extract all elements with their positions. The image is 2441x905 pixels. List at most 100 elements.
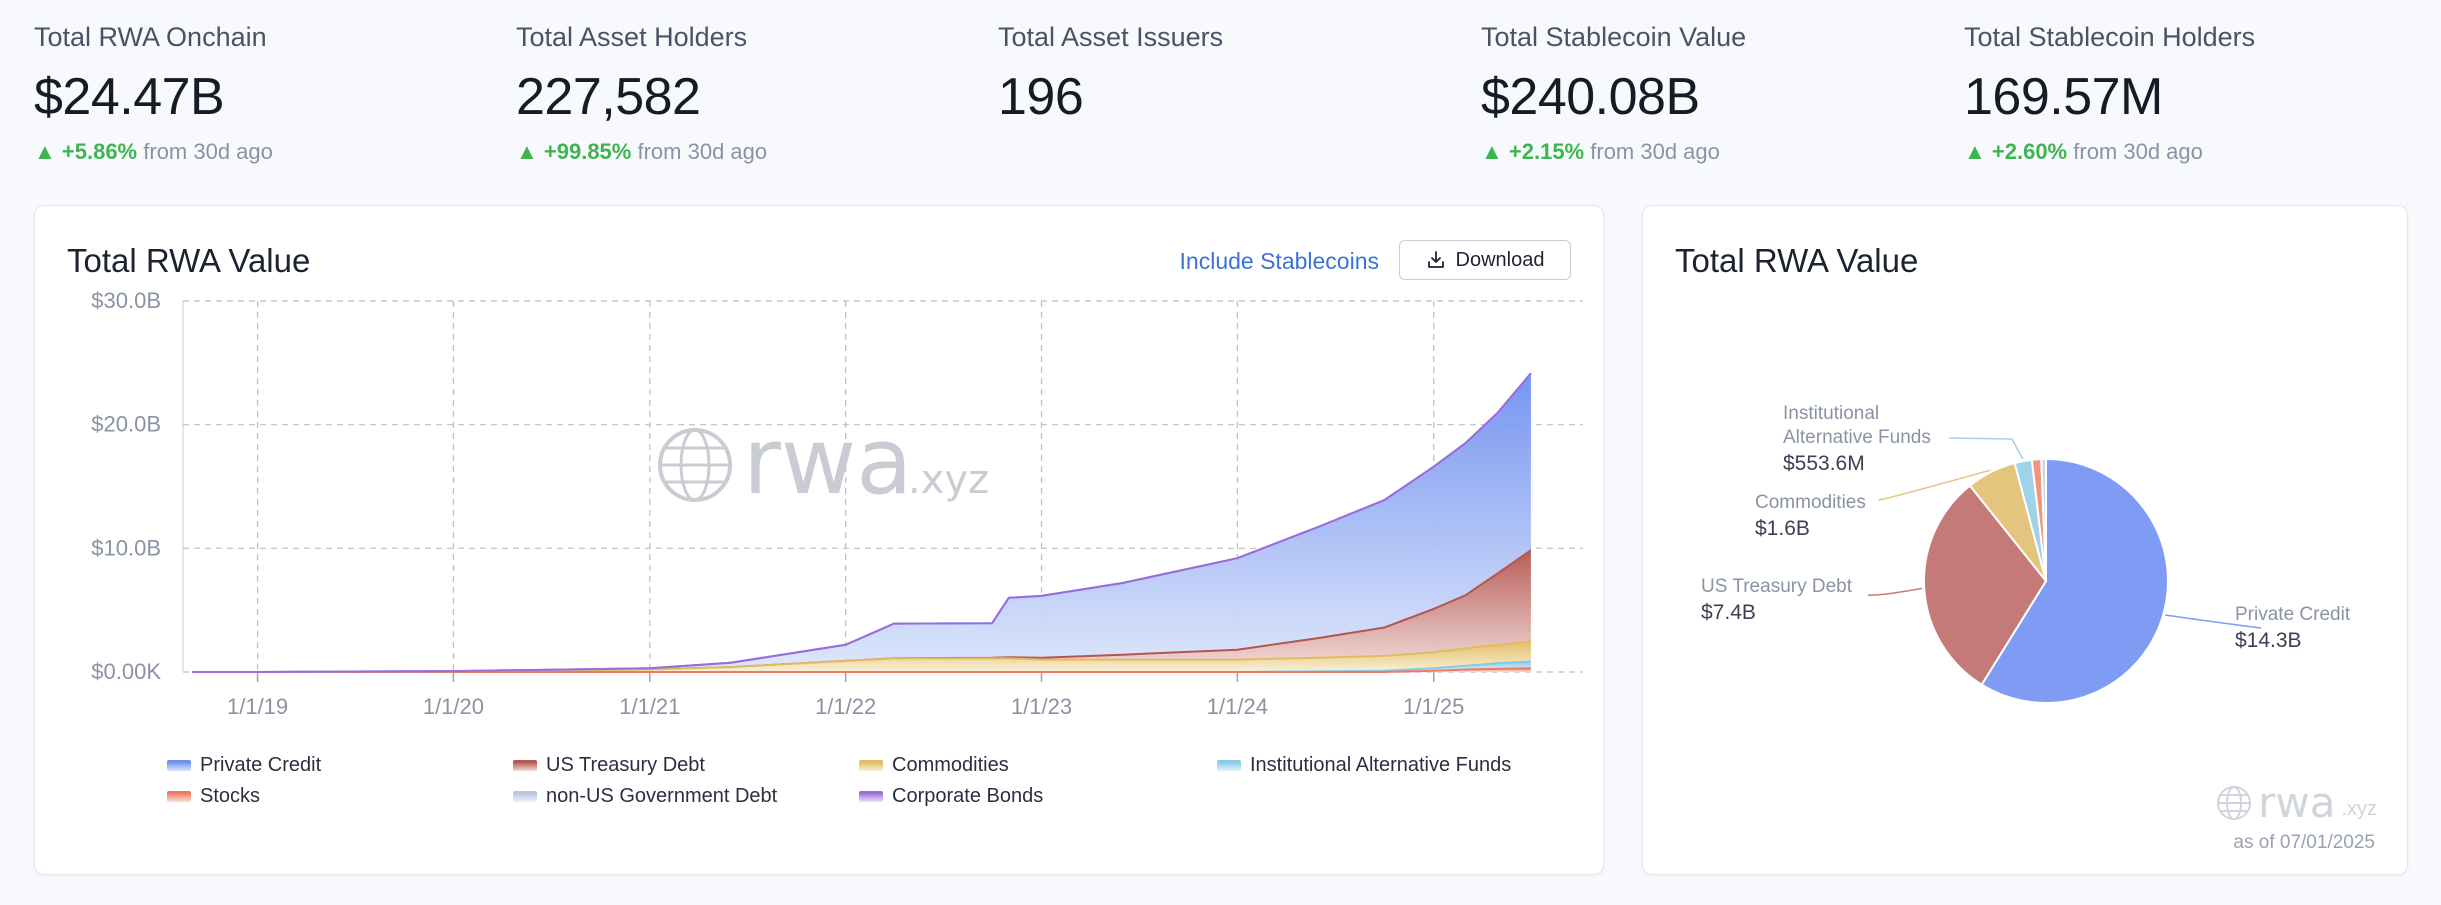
legend-swatch [513, 760, 537, 771]
series-area-private_credit [192, 373, 1531, 672]
stat-change-positive: ▲ +2.60% [1964, 139, 2068, 164]
rwa-watermark: rwa.xyz [658, 408, 989, 515]
watermark-sub: .xyz [2341, 798, 2377, 820]
stat-change-positive: ▲ +5.86% [34, 139, 138, 164]
globe-icon [2217, 785, 2252, 820]
card-title: Total RWA Value [1675, 242, 1919, 279]
watermark-main: rwa [743, 408, 912, 515]
legend-swatch [167, 760, 191, 771]
legend-label: Corporate Bonds [892, 785, 1044, 807]
stat-total-asset-holders: Total Asset Holders 227,582 ▲ +99.85% fr… [516, 22, 976, 165]
stat-change-positive: ▲ +2.15% [1481, 139, 1585, 164]
stat-value: $24.47B [34, 68, 225, 126]
as-of-date: as of 07/01/2025 [2233, 832, 2375, 853]
legend-swatch [167, 791, 191, 802]
x-tick-label: 1/1/22 [815, 694, 876, 719]
rwa-value-pie-card: Private Credit $14.3B US Treasury Debt $7.4… [1642, 205, 2408, 875]
x-tick-label: 1/1/19 [227, 694, 288, 719]
pie-slice-private_credit [1980, 457, 2169, 704]
legend-swatch [859, 791, 883, 802]
pie-leader-line [1878, 469, 1991, 501]
include-stablecoins-toggle[interactable]: Include Stablecoins [1179, 248, 1379, 274]
stat-value: 169.57M [1964, 68, 2163, 126]
download-icon [1427, 251, 1444, 268]
legend-label: US Treasury Debt [546, 754, 705, 776]
legend-item[interactable]: Stocks [167, 785, 260, 808]
pie-label-value: $7.4B [1701, 601, 1756, 624]
series-line-commodities [192, 640, 1531, 673]
stat-change-value: +2.60% [1991, 139, 2068, 164]
pie-label-name: Commodities [1755, 492, 1866, 513]
y-tick-label: $10.0B [91, 535, 161, 560]
stat-change-value: +2.15% [1508, 139, 1585, 164]
download-button[interactable]: Download [1399, 240, 1571, 280]
y-tick-label: $20.0B [91, 412, 161, 437]
legend-swatch [859, 760, 883, 771]
stat-label: Total Stablecoin Holders [1964, 22, 2256, 52]
pie-slice-non_us_gov [2040, 457, 2047, 582]
pie-leader-line [2165, 614, 2262, 629]
y-tick-label: $30.0B [91, 288, 161, 313]
legend-item[interactable]: non-US Government Debt [513, 785, 777, 808]
legend-item[interactable]: Commodities [859, 754, 1009, 777]
card-title: Total RWA Value [67, 242, 311, 279]
stat-value: 227,582 [516, 68, 701, 126]
x-tick-label: 1/1/21 [619, 694, 680, 719]
pie-label-name: Alternative Funds [1783, 427, 1931, 448]
series-line-corporate_bonds [192, 372, 1532, 673]
rwa-area-chart: $0.00K $10.0B $20.0B $30.0B 1/1/19 1/1/20 1/1/… [91, 288, 1583, 719]
stat-change-value: +99.85% [543, 139, 632, 164]
legend-label: non-US Government Debt [546, 785, 778, 807]
pie-label-name: Private Credit [2235, 604, 2351, 625]
stat-change: ▲ +2.60% from 30d ago [1964, 139, 2424, 165]
stat-change: ▲ +99.85% from 30d ago [516, 139, 976, 165]
stat-label: Total Asset Issuers [998, 22, 1224, 52]
x-tick-label: 1/1/20 [423, 694, 484, 719]
rwa-value-area-card: $0.00K $10.0B $20.0B $30.0B 1/1/19 1/1/20 1/1/… [34, 205, 1604, 875]
stat-change: ▲ +2.15% from 30d ago [1481, 139, 1941, 165]
watermark-sub: .xyz [908, 457, 989, 503]
stat-label: Total Asset Holders [516, 22, 748, 52]
pie-slice-us_treasury [1923, 484, 2048, 687]
legend-label: Institutional Alternative Funds [1250, 754, 1512, 776]
pie-label-name: Institutional [1783, 403, 1879, 424]
legend-item[interactable]: Private Credit [167, 754, 321, 777]
watermark-main: rwa [2258, 778, 2336, 827]
legend-swatch [513, 791, 537, 802]
legend-label: Commodities [892, 754, 1009, 776]
series-line-stocks [192, 667, 1531, 673]
stat-change-positive: ▲ +99.85% [516, 139, 632, 164]
stat-total-stablecoin-value: Total Stablecoin Value $240.08B ▲ +2.15%… [1481, 22, 1941, 165]
stat-total-asset-issuers: Total Asset Issuers 196 [998, 22, 1458, 127]
stat-total-rwa-onchain: Total RWA Onchain $24.47B ▲ +5.86% from … [34, 22, 494, 165]
pie-label-value: $1.6B [1755, 517, 1810, 540]
pie-label-value: $553.6M [1783, 452, 1865, 475]
stat-change-suffix: from 30d ago [2073, 139, 2203, 164]
pie-label-name: US Treasury Debt [1701, 576, 1853, 597]
stat-change-value: +5.86% [61, 139, 138, 164]
rwa-logo-watermark: rwa .xyz [2216, 778, 2377, 827]
stats-bar: Total RWA Onchain $24.47B ▲ +5.86% from … [0, 0, 2441, 190]
pie-leader-line [1867, 587, 1923, 596]
download-label: Download [1455, 248, 1545, 271]
rwa-pie-chart: Private Credit $14.3B US Treasury Debt $7.4… [1701, 403, 2351, 704]
stat-label: Total Stablecoin Value [1481, 22, 1747, 52]
legend-item[interactable]: Corporate Bonds [859, 785, 1043, 808]
stat-change-suffix: from 30d ago [637, 139, 768, 164]
legend-label: Private Credit [200, 754, 322, 776]
stat-change-suffix: from 30d ago [1590, 139, 1720, 164]
x-tick-label: 1/1/23 [1011, 694, 1072, 719]
pie-label-value: $14.3B [2235, 629, 2302, 652]
stat-label: Total RWA Onchain [34, 22, 267, 52]
x-tick-label: 1/1/25 [1403, 694, 1464, 719]
stat-change-suffix: from 30d ago [143, 139, 273, 164]
stat-value: 196 [998, 68, 1084, 126]
stat-value: $240.08B [1481, 68, 1700, 126]
stat-total-stablecoin-holders: Total Stablecoin Holders 169.57M ▲ +2.60… [1964, 22, 2424, 165]
legend-swatch [1217, 760, 1241, 771]
legend-label: Stocks [200, 785, 261, 807]
legend-item[interactable]: US Treasury Debt [513, 754, 705, 777]
legend-item[interactable]: Institutional Alternative Funds [1217, 754, 1511, 777]
series-area-commodities [192, 641, 1531, 672]
pie-leader-line [1948, 437, 2024, 460]
